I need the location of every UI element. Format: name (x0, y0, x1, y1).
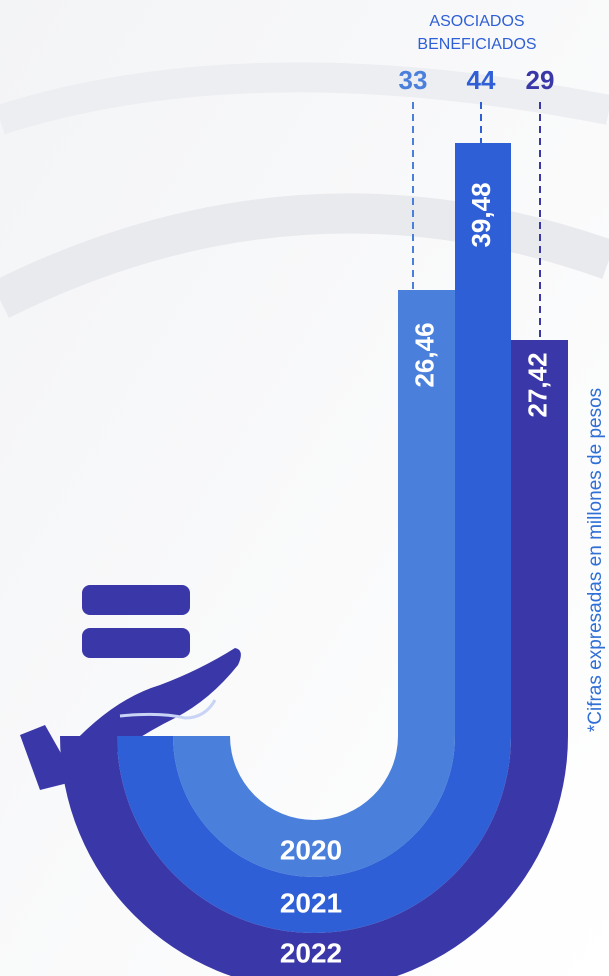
j-band (117, 143, 511, 933)
associates-count: 33 (399, 65, 428, 95)
header-line: ASOCIADOS (429, 13, 524, 30)
amount-label: 39,48 (466, 182, 496, 247)
amount-label: 26,46 (409, 322, 439, 387)
equals-icon (82, 628, 190, 658)
j-band (60, 340, 568, 976)
associates-count: 29 (526, 65, 555, 95)
amount-label: 27,42 (522, 352, 552, 417)
decor (0, 193, 609, 318)
note: *Cifras expresadas en millones de pesos (585, 388, 606, 732)
decor (0, 62, 609, 135)
associates-count: 44 (467, 65, 496, 95)
hand-line (119, 699, 217, 720)
equals-icon (82, 585, 190, 615)
year-label: 2022 (280, 937, 342, 968)
year-label: 2020 (280, 834, 342, 865)
header-line: BENEFICIADOS (417, 36, 536, 53)
j-band (173, 290, 455, 877)
year-label: 2021 (280, 887, 342, 918)
